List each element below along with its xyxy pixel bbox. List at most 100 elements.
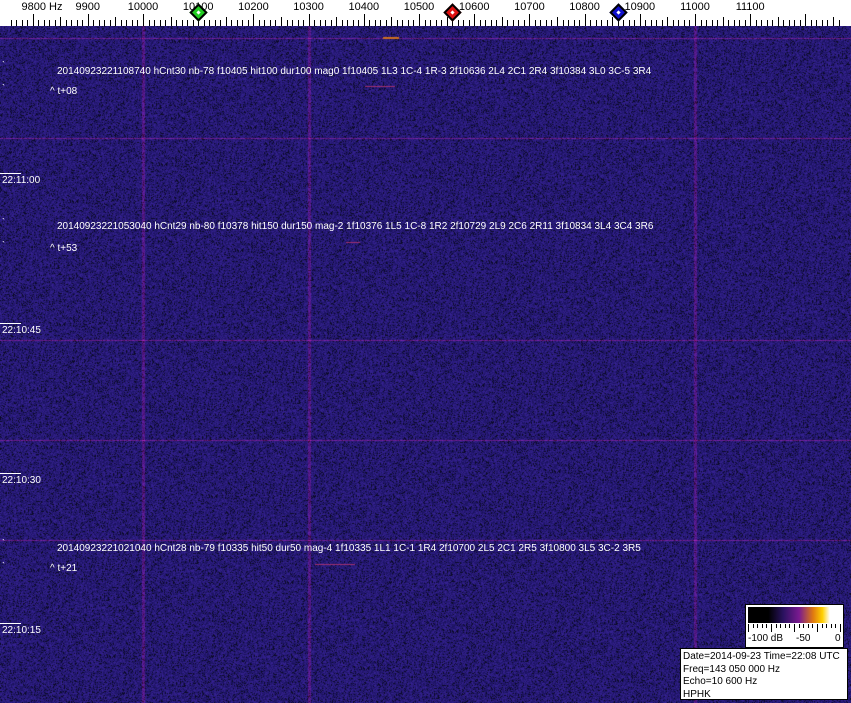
ruler-tick [209,20,210,26]
ruler-tick [60,17,61,26]
ruler-tick [33,14,34,26]
ruler-tick [723,17,724,26]
ruler-tick [314,20,315,26]
ruler-tick [673,20,674,26]
ruler-tick [397,20,398,26]
ruler-tick [695,14,696,26]
color-scale-ticks [748,624,841,632]
scale-tick [798,624,800,628]
scale-tick [784,624,786,628]
ruler-tick [287,20,288,26]
ruler-tick [734,20,735,26]
ruler-tick [347,20,348,26]
ruler-tick-label: 11100 [735,1,765,13]
ruler-tick [568,20,569,26]
ruler-tick-label: 10600 [458,1,490,13]
date-time-text: Date=2014-09-23 Time=22:08 UTC [683,651,840,662]
ruler-tick [154,20,155,26]
scale-label-mid: -50 [796,633,811,644]
ruler-tick [99,20,100,26]
ruler-tick [833,17,834,26]
detection-mark: ` [2,538,5,548]
ruler-tick [82,20,83,26]
ruler-tick [93,20,94,26]
time-label: 22:10:15 [0,623,41,636]
ruler-tick [662,20,663,26]
frequency-ruler: 9800 Hz 99001000010100102001030010400105… [0,0,851,26]
ruler-tick [143,14,144,26]
ruler-tick [623,20,624,26]
ruler-tick [689,20,690,26]
scale-tick [757,624,759,628]
ruler-tick [248,20,249,26]
ruler-tick-label: 9900 [75,1,101,13]
ruler-tick [629,20,630,26]
ruler-tick [353,20,354,26]
ruler-tick [171,17,172,26]
ruler-tick [386,20,387,26]
ruler-tick [110,20,111,26]
ruler-tick [364,14,365,26]
ruler-tick [618,20,619,26]
ruler-tick [507,20,508,26]
ruler-tick [441,20,442,26]
ruler-tick [187,20,188,26]
ruler-tick [71,20,72,26]
ruler-tick [706,20,707,26]
ruler-tick [391,17,392,26]
ruler-tick [220,20,221,26]
ruler-tick [380,20,381,26]
ruler-tick [761,20,762,26]
ruler-tick [546,20,547,26]
ruler-tick-label: 10400 [348,1,380,13]
ruler-tick [739,20,740,26]
ruler-tick [717,20,718,26]
ruler-tick [49,20,50,26]
ruler-tick [11,20,12,26]
ruler-tick [712,20,713,26]
ruler-tick [772,20,773,26]
ruler-tick [358,20,359,26]
scale-tick [766,624,768,628]
scale-label-min: -100 dB [748,633,784,644]
ruler-tick [253,14,254,26]
ruler-tick [816,20,817,26]
ruler-tick [55,20,56,26]
ruler-tick [182,20,183,26]
ruler-tick [215,20,216,26]
ruler-tick [425,20,426,26]
ruler-tick [298,20,299,26]
ruler-tick [204,20,205,26]
ruler-tick [447,17,448,26]
color-gradient-bar [748,607,841,623]
ruler-tick [596,20,597,26]
ruler-tick [496,20,497,26]
ruler-tick [590,20,591,26]
ruler-tick [275,20,276,26]
ruler-tick [474,14,475,26]
ruler-tick [413,20,414,26]
ruler-tick [491,20,492,26]
ruler-tick [535,20,536,26]
ruler-tick [331,20,332,26]
ruler-tick [408,20,409,26]
ruler-tick [805,14,806,26]
scale-tick [789,624,791,628]
ruler-tick [115,17,116,26]
ruler-tick [44,20,45,26]
scale-tick [775,624,777,628]
ruler-tick [778,17,779,26]
detection-annotation: 20140923221053040 hCnt29 nb-80 f10378 hi… [57,221,654,232]
ruler-tick [607,20,608,26]
ruler-tick [667,17,668,26]
time-label: 22:10:30 [0,473,41,486]
ruler-tick [375,20,376,26]
ruler-tick [176,20,177,26]
ruler-tick [309,14,310,26]
ruler-tick [320,20,321,26]
ruler-tick [811,20,812,26]
ruler-tick-label: 10200 [238,1,269,13]
frequency-text: Freq=143 050 000 Hz [683,663,781,675]
scale-tick [835,624,837,628]
ruler-tick-label: 10500 [403,1,435,13]
